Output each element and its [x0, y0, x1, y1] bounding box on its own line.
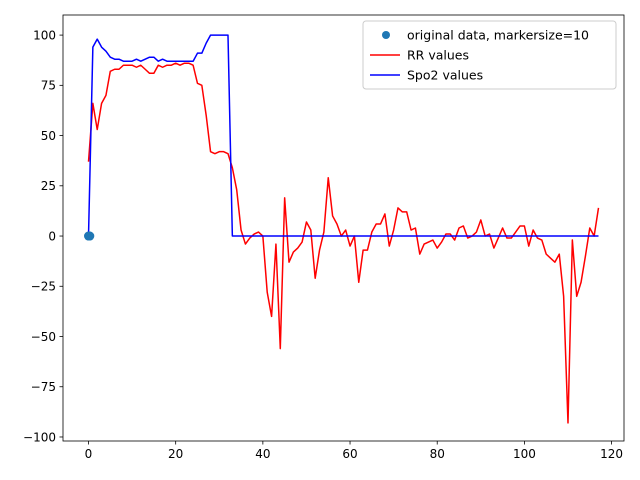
legend-marker-icon — [382, 31, 390, 39]
x-tick-label: 60 — [342, 447, 357, 461]
y-tick-label: 75 — [41, 79, 56, 93]
legend-label: RR values — [407, 48, 469, 63]
x-tick-label: 40 — [255, 447, 270, 461]
x-tick-label: 120 — [600, 447, 623, 461]
rr-values-line — [87, 62, 600, 424]
y-tick-label: −75 — [31, 380, 56, 394]
legend: original data, markersize=10 RR values Spo… — [362, 20, 617, 90]
data-point-marker — [85, 231, 95, 241]
x-tick-label: 100 — [513, 447, 536, 461]
y-tick-label: 0 — [48, 229, 56, 243]
y-tick-label: −25 — [31, 280, 56, 294]
axes-frame — [62, 14, 625, 442]
legend-label: original data, markersize=10 — [407, 28, 589, 43]
axes-layer: 0 20 40 60 80 100 120 −100 −75 −50 −25 0 25 50 75 100 — [23, 14, 625, 461]
x-tick-label: 80 — [430, 447, 445, 461]
y-tick-label: 25 — [41, 179, 56, 193]
legend-box — [362, 20, 617, 90]
legend-label: Spo2 values — [407, 68, 483, 83]
spo2-values-line — [87, 34, 599, 237]
y-tick-label: 100 — [33, 28, 56, 42]
plot-layer — [84, 34, 600, 424]
y-tick-label: −100 — [23, 430, 56, 444]
y-tick-label: 50 — [41, 129, 56, 143]
x-tick-label: 0 — [85, 447, 93, 461]
plot-area — [84, 34, 600, 424]
x-tick-label: 20 — [168, 447, 183, 461]
y-tick-label: −50 — [31, 330, 56, 344]
